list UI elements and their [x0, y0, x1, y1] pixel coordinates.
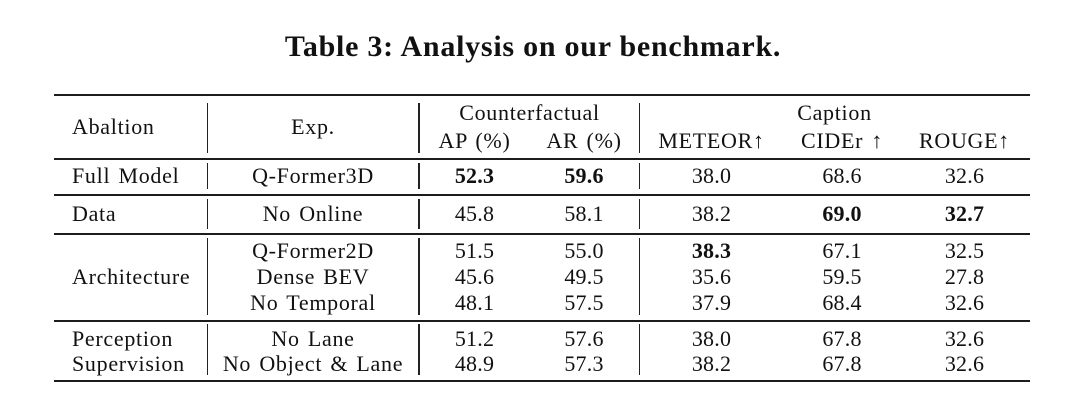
value-cell: 45.6 — [454, 264, 495, 289]
value-cell: 38.3 — [691, 238, 732, 263]
table-rule-below-architecture — [53, 319, 1030, 322]
table-rule-below-data — [53, 232, 1030, 235]
value-cell: 48.9 — [454, 350, 495, 376]
exp-cell: No Online — [262, 200, 364, 226]
value-cell: 32.7 — [944, 200, 985, 226]
value-cell: 32.6 — [944, 350, 985, 376]
column-separator — [638, 238, 640, 316]
value-cell: 57.5 — [564, 290, 604, 315]
ablation-label-perception: Perception — [72, 325, 174, 351]
value-cell: 51.5 — [454, 238, 495, 263]
ablation-label-supervision: Supervision — [72, 350, 185, 376]
header-group-counterfactual: Counterfactual — [459, 100, 600, 125]
value-cell: 45.8 — [454, 200, 495, 226]
value-cell: 32.6 — [944, 163, 985, 188]
value-cell: 35.6 — [691, 264, 732, 289]
table-rule-below-header — [53, 157, 1030, 160]
header-ap: AP (%) — [438, 128, 511, 153]
value-cell: 51.2 — [454, 325, 495, 351]
exp-cell: Q-Former2D — [252, 238, 374, 263]
value-cell: 32.5 — [944, 238, 985, 263]
value-cell: 57.6 — [564, 325, 604, 351]
column-separator — [418, 102, 420, 153]
value-cell: 49.5 — [564, 264, 604, 289]
value-cell: 59.6 — [564, 163, 604, 188]
column-separator — [418, 163, 420, 189]
value-cell: 38.2 — [691, 200, 732, 226]
column-separator — [638, 199, 640, 229]
value-cell: 68.4 — [822, 290, 862, 315]
header-meteor: METEOR↑ — [658, 128, 765, 153]
header-ar: AR (%) — [546, 128, 622, 153]
header-group-caption: Caption — [797, 100, 872, 125]
value-cell: 67.8 — [822, 350, 862, 376]
value-cell: 38.0 — [691, 163, 732, 188]
value-cell: 69.0 — [822, 200, 862, 226]
value-cell: 68.6 — [822, 163, 862, 188]
exp-cell: No Object & Lane — [222, 350, 404, 376]
column-separator — [418, 199, 420, 229]
value-cell: 59.5 — [822, 264, 862, 289]
value-cell: 32.6 — [944, 325, 985, 351]
value-cell: 32.6 — [944, 290, 985, 315]
exp-cell: Q-Former3D — [252, 163, 374, 188]
column-separator — [418, 324, 420, 375]
value-cell: 58.1 — [564, 200, 604, 226]
table-caption: Table 3: Analysis on our benchmark. — [284, 30, 782, 63]
exp-cell: No Lane — [271, 325, 355, 351]
value-cell: 37.9 — [691, 290, 732, 315]
column-separator — [638, 324, 640, 375]
value-cell: 48.1 — [454, 290, 495, 315]
ablation-label-data: Data — [72, 200, 117, 226]
ablation-label-architecture: Architecture — [72, 264, 191, 289]
value-cell: 52.3 — [454, 163, 495, 188]
column-separator — [638, 163, 640, 189]
column-separator — [418, 238, 420, 316]
table-rule-below-full-model — [53, 193, 1030, 196]
value-cell: 57.3 — [564, 350, 604, 376]
column-separator — [206, 324, 209, 375]
table-rule-top — [53, 93, 1030, 97]
value-cell: 55.0 — [564, 238, 604, 263]
table-rule-bottom — [53, 379, 1030, 383]
column-separator — [206, 102, 209, 153]
exp-cell: Dense BEV — [256, 264, 370, 289]
value-cell: 38.0 — [691, 325, 732, 351]
header-cider: CIDEr ↑ — [800, 128, 884, 153]
column-separator — [638, 102, 640, 153]
header-rouge: ROUGE↑ — [919, 128, 1010, 153]
column-separator — [206, 238, 209, 316]
column-separator — [206, 199, 209, 229]
value-cell: 67.1 — [822, 238, 862, 263]
value-cell: 67.8 — [822, 325, 862, 351]
value-cell: 27.8 — [944, 264, 985, 289]
column-separator — [206, 163, 209, 189]
value-cell: 38.2 — [691, 350, 732, 376]
exp-cell: No Temporal — [250, 290, 376, 315]
header-ablation: Abaltion — [72, 114, 155, 139]
ablation-label-full-model: Full Model — [72, 163, 180, 188]
header-exp: Exp. — [291, 114, 335, 139]
